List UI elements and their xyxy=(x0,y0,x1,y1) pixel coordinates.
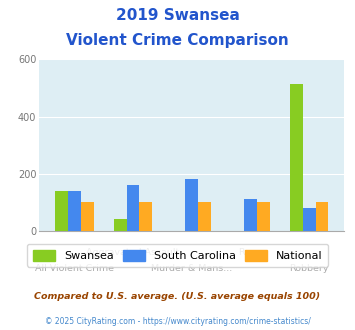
Bar xyxy=(198,202,211,231)
Text: Violent Crime Comparison: Violent Crime Comparison xyxy=(66,33,289,48)
Legend: Swansea, South Carolina, National: Swansea, South Carolina, National xyxy=(27,244,328,267)
Bar xyxy=(55,191,68,231)
Text: Rape: Rape xyxy=(238,248,262,257)
Bar xyxy=(81,202,94,231)
Bar xyxy=(303,208,316,231)
Text: 2019 Swansea: 2019 Swansea xyxy=(116,8,239,23)
Bar xyxy=(68,191,81,231)
Text: Robbery: Robbery xyxy=(289,264,329,273)
Text: All Violent Crime: All Violent Crime xyxy=(35,264,114,273)
Text: © 2025 CityRating.com - https://www.cityrating.com/crime-statistics/: © 2025 CityRating.com - https://www.city… xyxy=(45,317,310,326)
Text: Compared to U.S. average. (U.S. average equals 100): Compared to U.S. average. (U.S. average … xyxy=(34,292,321,301)
Bar xyxy=(114,219,126,231)
Bar xyxy=(140,202,152,231)
Text: Murder & Mans...: Murder & Mans... xyxy=(151,264,232,273)
Bar xyxy=(290,84,303,231)
Bar xyxy=(126,185,140,231)
Bar xyxy=(316,202,328,231)
Bar xyxy=(185,179,198,231)
Bar xyxy=(257,202,270,231)
Bar xyxy=(244,199,257,231)
Text: Aggravated Assault: Aggravated Assault xyxy=(86,248,180,257)
